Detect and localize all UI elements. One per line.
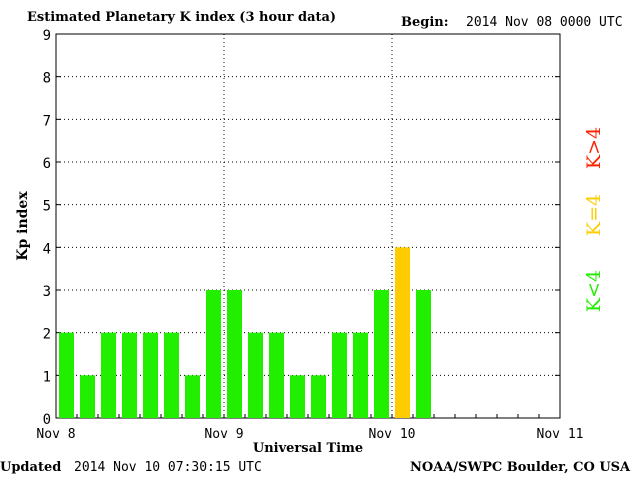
kp-bar [143,332,158,418]
y-tick-label: 2 [43,327,51,343]
source-credit: NOAA/SWPC Boulder, CO USA [410,460,631,475]
y-tick-label: 8 [43,71,51,87]
y-tick-label: 0 [43,412,51,428]
kp-bar [290,375,305,418]
begin-value: 2014 Nov 08 0000 UTC [466,15,623,30]
kp-bar [59,332,74,418]
kp-bar [416,290,431,418]
kp-bar [311,375,326,418]
kp-bar [248,332,263,418]
updated-value: 2014 Nov 10 07:30:15 UTC [74,460,262,475]
kp-bar [269,332,284,418]
kp-bar [353,332,368,418]
updated-label: Updated [0,460,62,475]
x-tick-label: Nov 9 [204,427,243,442]
kp-bar [101,332,116,418]
kp-bar [206,290,221,418]
legend-k-equals-4: K=4 [583,194,605,236]
y-tick-label: 1 [43,369,51,385]
x-tick-label: Nov 10 [369,427,416,442]
kp-bar [227,290,242,418]
begin-label: Begin: [401,15,449,30]
legend-k-greater-4: K>4 [583,127,605,169]
kp-bar [332,332,347,418]
y-tick-label: 7 [43,113,51,129]
kp-bar [395,247,410,418]
y-tick-label: 4 [43,241,51,257]
x-tick-label: Nov 8 [36,427,75,442]
y-tick-label: 9 [43,28,51,44]
x-axis-label: Universal Time [253,441,363,456]
chart-title: Estimated Planetary K index (3 hour data… [27,10,337,25]
kp-bar [185,375,200,418]
legend-k-less-4: K<4 [583,270,605,312]
kp-bar [374,290,389,418]
y-tick-label: 3 [43,284,51,300]
kp-bar [122,332,137,418]
y-axis-label: Kp index [15,191,31,261]
x-tick-label: Nov 11 [537,427,584,442]
y-tick-label: 6 [43,156,51,172]
kp-bar [80,375,95,418]
y-tick-label: 5 [43,199,51,215]
kp-bar [164,332,179,418]
